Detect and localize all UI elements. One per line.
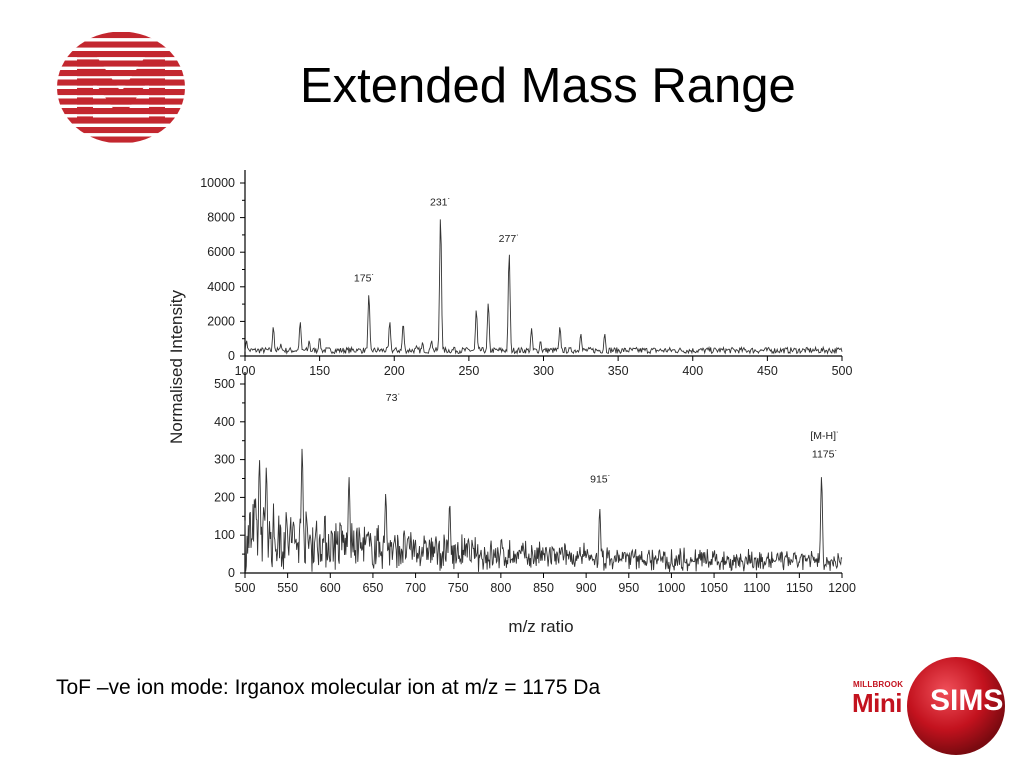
logo-stripe: [57, 136, 185, 143]
upper-panel: 0 2000 4000 6000 8000 10000 100 150 200 250 300 350…: [200, 170, 852, 378]
x-tick-label: 500: [235, 581, 256, 595]
x-tick-label: 1000: [658, 581, 686, 595]
x-tick-label: 200: [384, 364, 405, 378]
y-tick-label: 500: [214, 377, 235, 391]
y-tick-label: 0: [228, 349, 235, 363]
logo-m-mark: [77, 54, 165, 122]
y-tick-label: 0: [228, 566, 235, 580]
x-tick-label: 1050: [700, 581, 728, 595]
x-tick-label: 900: [576, 581, 597, 595]
logo-gap: [57, 76, 185, 79]
minisims-logo: [907, 657, 1005, 755]
x-tick-label: 1200: [828, 581, 856, 595]
x-tick-label: 950: [618, 581, 639, 595]
logo-stripe: [57, 79, 185, 86]
logo-gap: [57, 123, 185, 126]
logo-gap: [57, 38, 185, 41]
slide-title: Extended Mass Range: [300, 59, 796, 113]
x-tick-label: 100: [235, 364, 256, 378]
x-tick-label: 400: [682, 364, 703, 378]
slide-caption: ToF –ve ion mode: Irganox molecular ion …: [56, 676, 601, 699]
minisims-brand-mini: Mini: [852, 688, 903, 718]
x-tick-label: 850: [533, 581, 554, 595]
x-tick-label: 550: [277, 581, 298, 595]
logo-gap: [57, 104, 185, 107]
y-tick-label: 300: [214, 453, 235, 467]
y-tick-label: 4000: [207, 280, 235, 294]
x-tick-label: 450: [757, 364, 778, 378]
y-tick-label: 400: [214, 415, 235, 429]
x-tick-label: 150: [309, 364, 330, 378]
minisims-brand-small: MILLBROOK: [853, 680, 904, 689]
y-tick-label: 6000: [207, 245, 235, 259]
x-tick-label: 300: [533, 364, 554, 378]
logo-gap: [57, 47, 185, 50]
logo-gap: [57, 133, 185, 136]
x-tick-label: 800: [490, 581, 511, 595]
minisims-brand-sims: SIMS: [930, 684, 1004, 717]
x-tick-label: 350: [608, 364, 629, 378]
y-axis-label: Normalised Intensity: [167, 290, 186, 445]
logo-gap: [57, 114, 185, 117]
peak-label: 277˙: [499, 233, 520, 245]
y-tick-label: 10000: [200, 176, 235, 190]
spectrum-trace: [244, 219, 843, 355]
logo-gap: [57, 142, 185, 144]
x-tick-label: 500: [832, 364, 853, 378]
logo-gap: [57, 66, 185, 69]
x-tick-label: 650: [362, 581, 383, 595]
logo-stripe: [57, 117, 185, 124]
logo-stripe: [57, 70, 185, 77]
y-tick-label: 8000: [207, 211, 235, 225]
y-tick-label: 200: [214, 490, 235, 504]
peak-label: 73˙: [386, 392, 401, 404]
logo-gap: [57, 85, 185, 88]
minisims-sphere: [907, 657, 1005, 755]
spectrum-trace: [244, 448, 843, 573]
x-tick-label: 250: [458, 364, 479, 378]
peak-label: 175˙: [354, 273, 375, 285]
logo-stripe: [57, 32, 185, 39]
x-tick-label: 700: [405, 581, 426, 595]
logo-stripe: [57, 127, 185, 134]
logo-gap: [57, 95, 185, 98]
x-axis-label: m/z ratio: [508, 617, 573, 636]
logo-gap: [57, 57, 185, 60]
peak-label: 231˙: [430, 196, 451, 208]
logo-stripe: [57, 51, 185, 58]
peak-label: 1175˙: [812, 449, 838, 461]
logo-stripe: [57, 60, 185, 67]
x-tick-label: 600: [320, 581, 341, 595]
x-tick-label: 1150: [786, 581, 813, 595]
mass-spectrum-chart: 0 2000 4000 6000 8000 10000 100 150 200 250 300 350…: [160, 160, 870, 640]
y-tick-label: 100: [214, 528, 235, 542]
x-tick-label: 750: [448, 581, 469, 595]
lower-panel: 0 100 200 300 400 500 500 550 600 650 700 750 800 850…: [214, 372, 856, 595]
x-tick-label: 1100: [743, 581, 770, 595]
logo-stripe: [57, 41, 185, 48]
peak-label: 915˙: [590, 473, 611, 485]
company-logo: [57, 32, 185, 144]
peak-label: [M-H]˙: [810, 430, 839, 442]
y-tick-label: 2000: [207, 314, 235, 328]
